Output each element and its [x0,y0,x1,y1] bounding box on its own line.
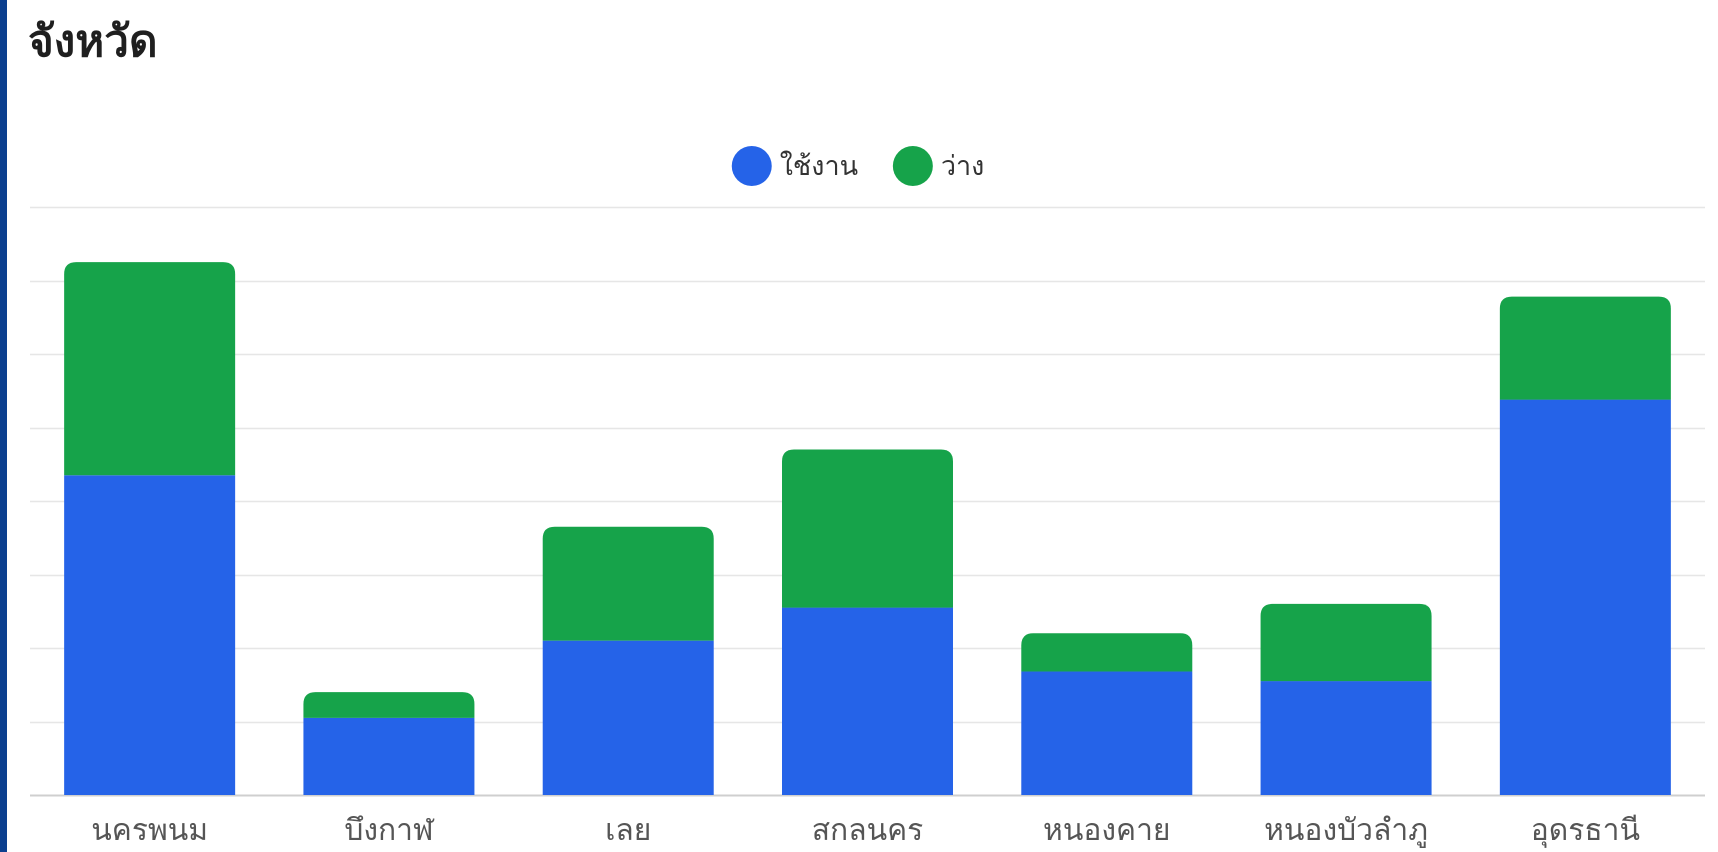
legend-marker-available[interactable] [892,146,933,186]
x-tick-label: บึงกาฬ [344,813,435,848]
x-tick-label: สกลนคร [812,813,924,848]
chart-title: จังหวัด [28,16,158,67]
bar-segment-in-use[interactable] [303,717,475,795]
x-tick-label: อุดรธานี [1531,813,1640,849]
bar-segment-available[interactable] [303,692,475,718]
bar-segment-in-use[interactable] [782,607,953,795]
legend-label-available[interactable]: ว่าง [941,151,985,182]
bar-segment-in-use[interactable] [1499,399,1671,795]
bar-segment-in-use[interactable] [542,640,714,795]
x-tick-label: เลย [605,813,651,848]
legend-label-in-use[interactable]: ใช้งาน [780,150,858,182]
bar-segment-available[interactable] [1260,603,1432,682]
x-tick-label: นครพนม [91,813,208,848]
x-tick-label: หนองคาย [1043,813,1170,848]
bar-segment-available[interactable] [542,526,714,641]
bar-segment-in-use[interactable] [1260,681,1432,795]
bar-segment-in-use[interactable] [1021,671,1193,795]
bar-segment-available[interactable] [782,449,953,608]
panel-left-border [0,0,7,852]
bar-segment-in-use[interactable] [64,475,236,795]
legend-marker-in-use[interactable] [731,146,772,186]
bar-segment-available[interactable] [1021,633,1193,672]
x-tick-label: หนองบัวลำภู [1264,813,1428,848]
bar-segment-available[interactable] [1499,296,1671,400]
bar-segment-available[interactable] [64,262,236,476]
